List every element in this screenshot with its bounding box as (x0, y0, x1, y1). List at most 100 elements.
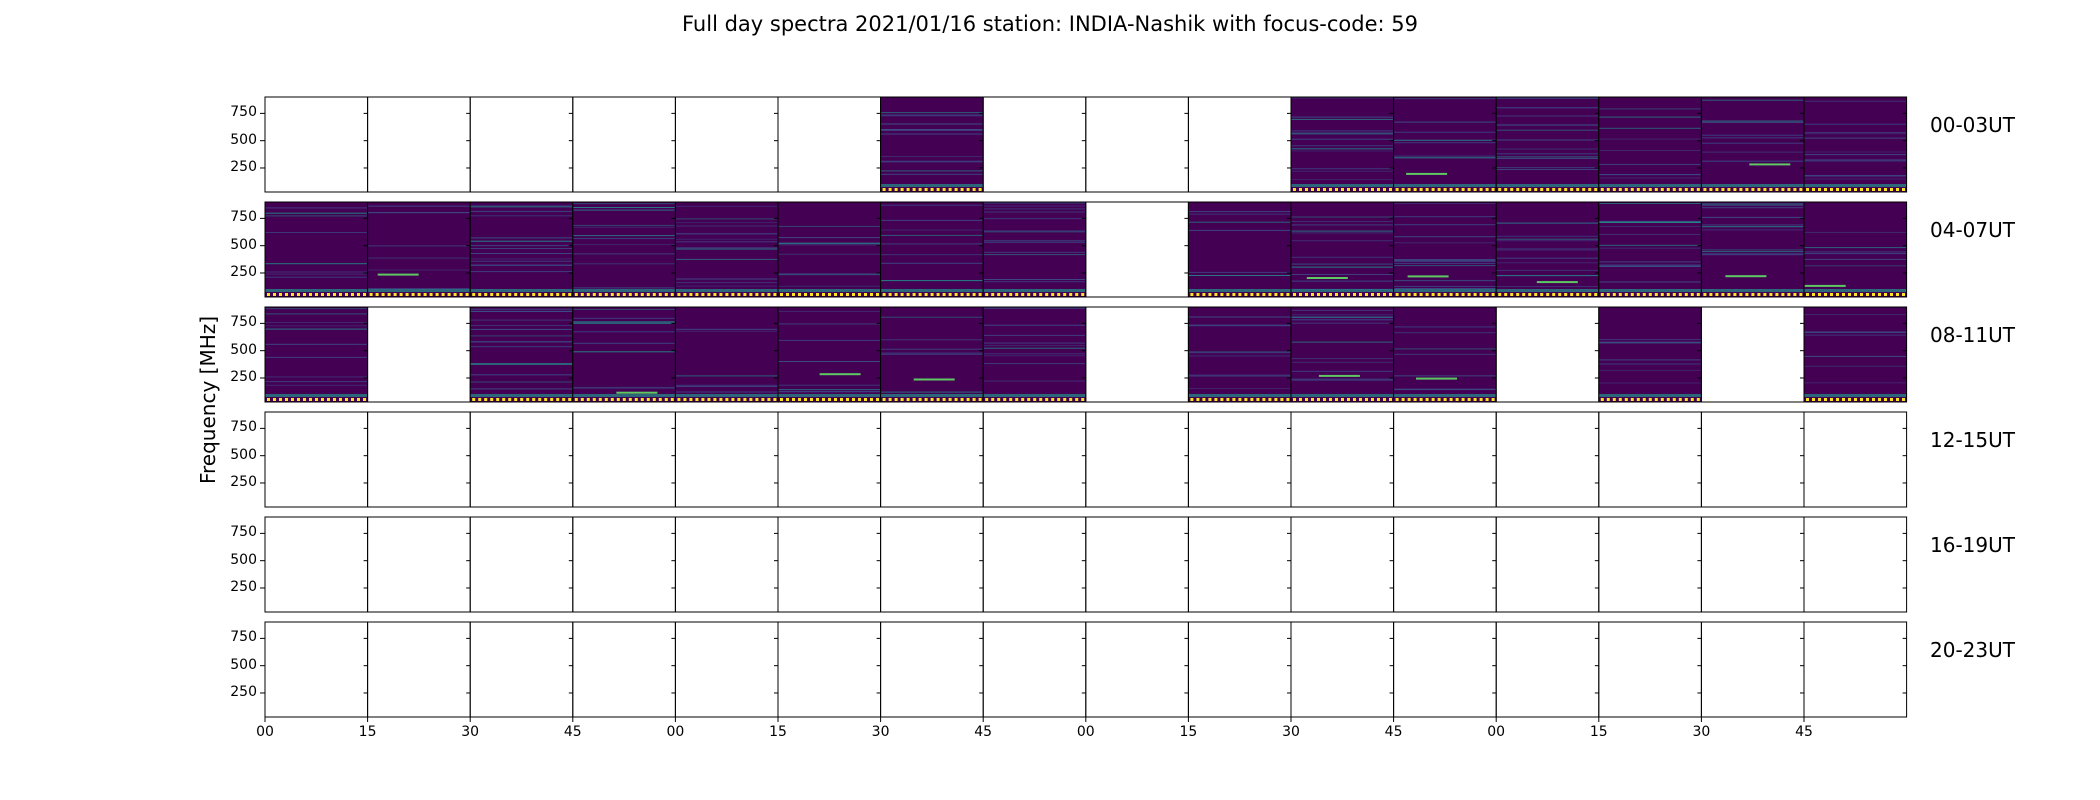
calibration-dot (1618, 188, 1622, 191)
calibration-dot (568, 293, 572, 296)
calibration-dot (1830, 188, 1833, 191)
calibration-dot (1630, 293, 1634, 296)
rfi-line (572, 207, 676, 208)
low-band (1188, 289, 1291, 292)
rfi-line (983, 353, 1086, 355)
calibration-dot (1678, 188, 1682, 191)
panel-frame (367, 411, 471, 508)
panel-frame (469, 621, 574, 718)
calibration-dot (1039, 398, 1043, 401)
spectrogram-panel (1085, 201, 1189, 298)
calibration-dot (1872, 398, 1875, 401)
rfi-line (880, 173, 984, 175)
spectrogram-panel (1700, 96, 1805, 193)
calibration-dot (930, 293, 934, 296)
rfi-line (1393, 121, 1497, 123)
calibration-dot (1419, 398, 1423, 401)
calibration-dot (1208, 398, 1212, 401)
rfi-line (265, 215, 368, 217)
calibration-dot (1624, 188, 1628, 191)
spectrogram-background (1598, 202, 1702, 297)
row-time-label: 12-15UT (1930, 428, 2015, 452)
calibration-dot (1799, 293, 1803, 296)
spectrogram-panel (982, 621, 1087, 718)
calibration-dot (1690, 293, 1694, 296)
calibration-dot (731, 293, 735, 296)
panel-frame (1290, 516, 1395, 613)
rfi-line (572, 351, 676, 353)
rfi-line (1496, 129, 1599, 131)
calibration-dot (1570, 188, 1574, 191)
rfi-line (1188, 221, 1291, 223)
rfi-line (983, 240, 1086, 242)
rfi-line (1393, 259, 1497, 260)
rfi-line (778, 323, 881, 325)
calibration-dot (1642, 293, 1646, 296)
calibration-dot (1063, 293, 1067, 296)
spectrogram-panel (1803, 516, 1908, 613)
rfi-line (1188, 374, 1291, 376)
rfi-line (572, 224, 676, 226)
rfi-line (880, 170, 984, 172)
calibration-dot (1274, 398, 1278, 401)
calibration-dot (1684, 293, 1688, 296)
rfi-line (470, 245, 573, 247)
calibration-dot (1516, 188, 1520, 191)
low-band (675, 394, 778, 397)
spectrogram-panel (572, 411, 676, 508)
calibration-dot (1461, 398, 1465, 401)
calibration-dot (1498, 188, 1502, 191)
rfi-line (470, 206, 573, 208)
spectrogram-panel (1085, 411, 1189, 508)
calibration-dot (496, 398, 500, 401)
panel-frame (674, 411, 779, 508)
rfi-line (470, 240, 573, 242)
rfi-line (1701, 122, 1804, 123)
rfi-line (1393, 142, 1497, 144)
rfi-line (880, 161, 984, 163)
spectrogram-panel (880, 96, 984, 193)
rfi-line (675, 330, 778, 332)
calibration-dot (1866, 188, 1869, 191)
calibration-dot (562, 293, 566, 296)
rfi-line (880, 113, 984, 115)
calibration-dot (634, 398, 638, 401)
low-band (778, 289, 881, 292)
calibration-dot (1824, 293, 1827, 296)
calibration-dot (918, 398, 922, 401)
calibration-dot (1684, 188, 1688, 191)
calibration-dot (1401, 398, 1405, 401)
calibration-dot (1250, 398, 1254, 401)
rfi-line (983, 307, 1086, 309)
calibration-dot (1045, 398, 1049, 401)
calibration-dot (1896, 398, 1899, 401)
calibration-dot (1003, 293, 1007, 296)
calibration-dot (411, 293, 415, 296)
calibration-dot (514, 293, 518, 296)
calibration-dot (526, 398, 530, 401)
rfi-line (1496, 97, 1599, 99)
rfi-line (778, 274, 881, 276)
rfi-line (880, 129, 984, 130)
rfi-line (1701, 120, 1804, 122)
rfi-line (1804, 258, 1907, 260)
low-band (880, 289, 984, 292)
calibration-dot (315, 293, 318, 296)
spectrogram-panel (1598, 411, 1702, 508)
calibration-dot (1787, 293, 1791, 296)
calibration-dot (1612, 188, 1616, 191)
spectrogram-background (1804, 307, 1907, 402)
calibration-dot (1353, 293, 1356, 296)
rfi-line (880, 262, 984, 264)
calibration-dot (1721, 293, 1725, 296)
calibration-dot (1576, 293, 1580, 296)
calibration-dot (1830, 398, 1833, 401)
spectrogram-panel (469, 201, 574, 298)
calibration-dot (1081, 293, 1085, 296)
rfi-line (675, 328, 778, 330)
calibration-dot (1709, 293, 1713, 296)
calibration-dot (447, 293, 451, 296)
rfi-line (470, 204, 573, 206)
y-tick-label: 500 (230, 656, 257, 673)
calibration-dot (1377, 293, 1380, 296)
